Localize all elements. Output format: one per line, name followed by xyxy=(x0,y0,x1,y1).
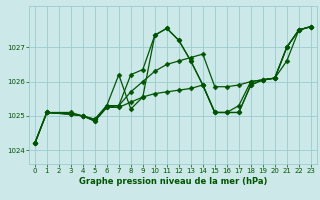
X-axis label: Graphe pression niveau de la mer (hPa): Graphe pression niveau de la mer (hPa) xyxy=(79,177,267,186)
